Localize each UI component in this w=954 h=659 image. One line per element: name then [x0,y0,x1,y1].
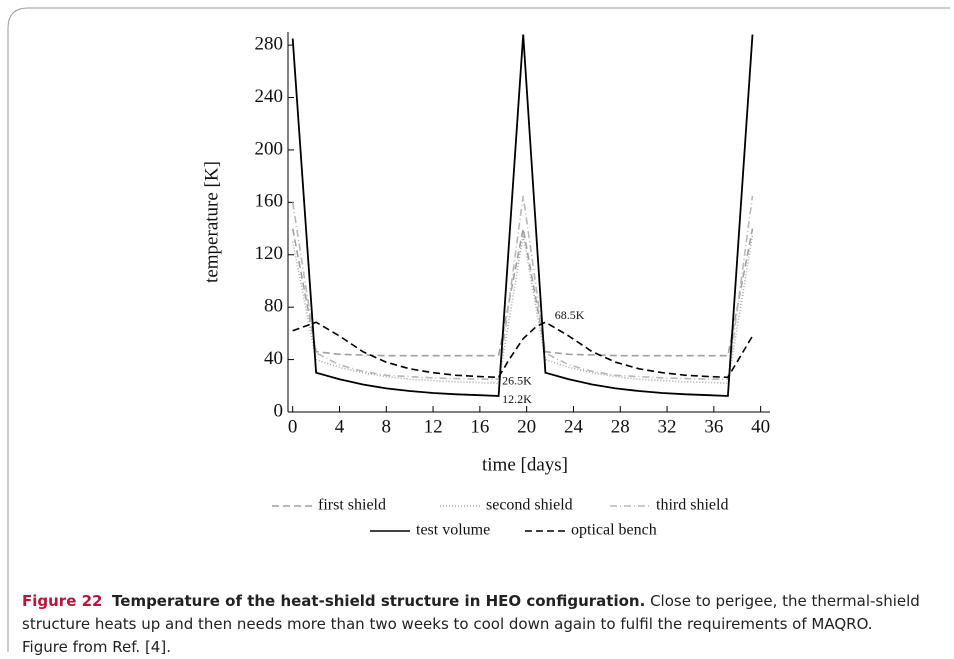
x-tick-label: 12 [424,416,443,437]
x-tick-label: 0 [288,416,298,437]
y-tick-label: 40 [264,348,283,369]
legend-label: first shield [318,497,386,514]
figure-label: Figure 22 [22,592,103,610]
y-tick-label: 120 [255,243,284,264]
x-tick-label: 20 [517,416,536,437]
legend-label: third shield [656,497,728,514]
x-tick-label: 8 [382,416,392,437]
caption: Figure 22 Temperature of the heat-shield… [22,590,922,659]
caption-title: Temperature of the heat-shield structure… [112,592,646,610]
x-tick-label: 24 [564,416,584,437]
annotation: 68.5K [555,308,585,322]
y-tick-label: 80 [264,296,283,317]
series-line [291,234,754,385]
y-tick-label: 240 [255,86,284,107]
x-tick-label: 40 [751,416,770,437]
x-tick-label: 16 [470,416,489,437]
series-line [291,228,754,357]
series-line [292,321,754,379]
x-axis-label: time [days] [482,454,568,475]
figure-frame [7,7,950,652]
x-tick-label: 32 [658,416,677,437]
x-tick-label: 36 [704,416,723,437]
caption-text: Close to perigee, the thermal-shield str… [22,592,920,656]
y-tick-label: 280 [255,33,284,54]
series-line [291,34,754,397]
x-tick-label: 4 [335,416,345,437]
legend-label: second shield [486,497,573,514]
y-tick-label: 200 [255,138,284,159]
x-tick-label: 28 [611,416,630,437]
legend-label: optical bench [571,522,657,539]
legend-label: test volume [416,522,490,539]
annotation: 26.5K [502,374,532,388]
y-tick-label: 0 [274,400,284,421]
annotation: 12.2K [502,392,532,406]
y-tick-label: 160 [255,191,284,212]
y-axis-label: temperature [K] [201,161,222,283]
series-line [291,195,754,380]
